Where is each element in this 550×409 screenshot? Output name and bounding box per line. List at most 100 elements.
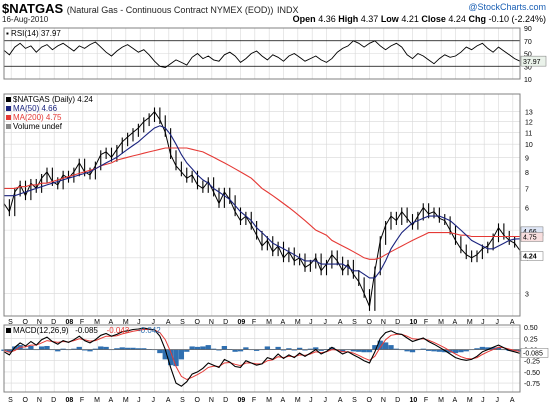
- macd-x-tick-label: D: [223, 397, 228, 404]
- price-series-line: [3, 110, 521, 309]
- macd-legend-entry: MACD(12,26,9): [13, 326, 69, 335]
- macd-histogram-bar: [124, 347, 131, 350]
- macd-panel-frame: [3, 324, 521, 393]
- ohlc-readout: Open 4.36 High 4.37 Low 4.21 Close 4.24 …: [293, 14, 546, 24]
- ma200-last-value-box: [520, 232, 544, 242]
- price-bars: [3, 107, 521, 311]
- price-x-tick-label: M: [295, 319, 301, 326]
- macd-histogram-bar: [291, 349, 297, 351]
- price-x-tick-label: M: [438, 319, 444, 326]
- macd-histogram-bar: [87, 349, 93, 352]
- macd-histogram-bar: [55, 349, 61, 352]
- price-x-tick-label: M: [266, 319, 272, 326]
- price-legend-entry: Volume undef: [13, 122, 63, 131]
- price-legend-swatch: [6, 115, 11, 120]
- macd-histogram: [1, 340, 523, 367]
- price-x-tick-label: J: [324, 319, 328, 326]
- macd-histogram-bar: [280, 349, 287, 351]
- macd-histogram-bar: [44, 345, 50, 350]
- macd-histogram-bar: [382, 342, 389, 350]
- price-x-tick-label: M: [123, 319, 129, 326]
- high-value: 4.37: [360, 14, 379, 24]
- macd-x-tick-label: J: [152, 397, 156, 404]
- symbol-description: (Natural Gas - Continuous Contract NYMEX…: [66, 5, 274, 15]
- macd-x-tick-label: D: [395, 397, 400, 404]
- chg-label: Chg: [468, 14, 486, 24]
- macd-tick-label: -0.50: [524, 370, 540, 377]
- macd-histogram-bar: [479, 346, 486, 350]
- macd-histogram-bar: [6, 349, 13, 353]
- macd-x-tick-label: A: [510, 397, 515, 404]
- price-x-tick-label: F: [424, 319, 428, 326]
- price-x-tick-label: J: [481, 319, 485, 326]
- price-legend-entry: MA(200) 4.75: [13, 113, 62, 122]
- macd-tick-label: 0.50: [524, 325, 538, 332]
- macd-histogram-bar: [81, 349, 88, 351]
- macd-histogram-bar: [313, 347, 319, 350]
- price-x-tick-label: J: [496, 319, 500, 326]
- macd-legend-entry: -0.085: [75, 326, 98, 335]
- price-tick-label: 8: [525, 170, 529, 177]
- macd-series-line: [3, 327, 521, 387]
- price-x-tick-label: O: [195, 319, 201, 326]
- macd-histogram-bar: [302, 349, 308, 351]
- rsi-tick-label: 10: [524, 77, 532, 84]
- macd-histogram-bar: [485, 347, 491, 350]
- macd-histogram-bar: [425, 349, 432, 351]
- close-value: 4.24: [448, 14, 466, 24]
- price-panel-frame: [3, 93, 521, 317]
- macd-histogram-bar: [135, 348, 142, 350]
- price-x-tick-label: J: [137, 319, 141, 326]
- price-tick-label: 6: [525, 206, 529, 213]
- macd-histogram-bar: [221, 345, 228, 350]
- copyright-link[interactable]: @StockCharts.com: [468, 2, 546, 12]
- macd-histogram-bar: [114, 348, 120, 350]
- macd-histogram-bar: [157, 349, 163, 354]
- macd-x-tick-label: J: [324, 397, 328, 404]
- ma50-series-line: [4, 125, 521, 279]
- rsi-last-value-box: [520, 55, 547, 67]
- macd-histogram-bar: [361, 349, 367, 353]
- macd-histogram-bar: [329, 347, 335, 350]
- price-x-tick-label: A: [281, 319, 286, 326]
- macd-histogram-bar: [431, 349, 437, 352]
- price-x-tick-label: J: [309, 319, 313, 326]
- macd-histogram-bar: [130, 347, 136, 350]
- macd-x-tick-label: 08: [66, 397, 74, 404]
- rsi-tick-label: 70: [524, 39, 532, 46]
- macd-histogram-bar: [119, 347, 125, 350]
- rsi-series-line: [3, 40, 521, 68]
- macd-histogram-bar: [22, 348, 29, 350]
- copyright-text: @StockCharts.com: [468, 2, 546, 12]
- macd-x-tick-label: A: [109, 397, 114, 404]
- macd-x-tick-label: F: [424, 397, 428, 404]
- rsi-tick-label: 50: [524, 52, 532, 59]
- close-last-value-box: [520, 251, 544, 261]
- macd-histogram-bar: [178, 349, 185, 360]
- macd-histogram-bar: [474, 348, 480, 350]
- macd-histogram-bar: [409, 349, 416, 353]
- macd-x-tick-label: M: [94, 397, 100, 404]
- macd-x-tick-label: S: [8, 397, 13, 404]
- macd-histogram-bar: [436, 349, 443, 352]
- price-x-tick-label: D: [51, 319, 56, 326]
- macd-histogram-bar: [393, 348, 400, 350]
- macd-x-tick-label: F: [252, 397, 256, 404]
- macd-histogram-bar: [141, 348, 147, 350]
- macd-histogram-bar: [194, 346, 201, 350]
- macd-last-value-label: -0.085: [523, 350, 543, 357]
- chart-date: 16-Aug-2010: [2, 15, 49, 24]
- price-legend-swatch: [6, 124, 11, 129]
- macd-x-tick-label: N: [37, 397, 42, 404]
- macd-histogram-bar: [232, 349, 238, 352]
- macd-legend-entry: -0.042: [138, 326, 161, 335]
- macd-histogram-bar: [189, 346, 195, 350]
- price-legend-swatch: [6, 97, 11, 102]
- price-tick-label: 3: [525, 291, 529, 298]
- price-tick-label: 12: [525, 120, 533, 127]
- price-x-tick-label: O: [23, 319, 29, 326]
- macd-histogram-bar: [388, 345, 394, 350]
- macd-histogram-bar: [377, 340, 383, 350]
- price-x-tick-label: 08: [66, 319, 74, 326]
